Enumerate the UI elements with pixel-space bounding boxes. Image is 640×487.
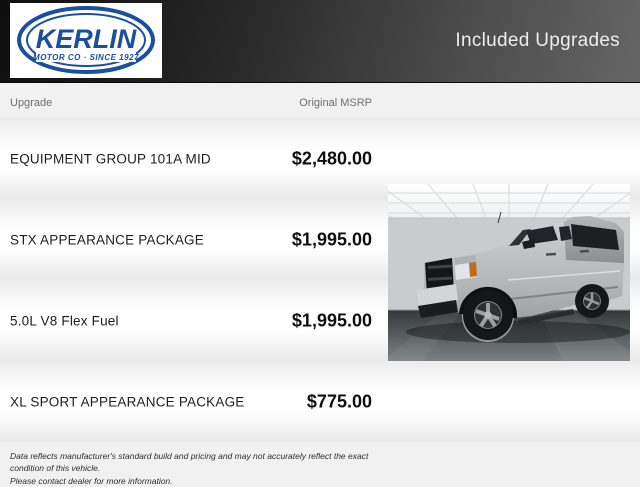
truck-illustration (388, 184, 630, 361)
upgrade-price: $775.00 (306, 391, 372, 411)
dealer-logo-graphic: KERLIN MOTOR CO · SINCE 1927 (17, 6, 155, 74)
truck-shadow (406, 321, 630, 343)
dealer-logo: KERLIN MOTOR CO · SINCE 1927 (10, 3, 162, 78)
upgrade-price: $1,995.00 (291, 310, 372, 330)
page-header: KERLIN MOTOR CO · SINCE 1927 Included Up… (0, 0, 640, 83)
upgrade-name: STX APPEARANCE PACKAGE (10, 232, 204, 247)
upgrade-name: XL SPORT APPEARANCE PACKAGE (10, 394, 245, 409)
disclaimer-line1: Data reflects manufacturer's standard bu… (10, 451, 369, 474)
dealer-logo-name: KERLIN (36, 24, 137, 54)
table-row: XL SPORT APPEARANCE PACKAGE $775.00 (0, 361, 640, 442)
front-wheel (463, 290, 513, 340)
table-row: EQUIPMENT GROUP 101A MID $2,480.00 (0, 118, 640, 199)
page-title: Included Upgrades (455, 30, 620, 51)
table-header: Upgrade Original MSRP (0, 83, 640, 118)
upgrade-name: EQUIPMENT GROUP 101A MID (10, 151, 211, 166)
rear-wheel (575, 284, 609, 318)
column-header-upgrade: Upgrade (10, 97, 53, 109)
upgrade-name: 5.0L V8 Flex Fuel (10, 313, 119, 328)
column-header-msrp: Original MSRP (299, 97, 372, 109)
vehicle-photo (388, 184, 630, 361)
dealer-logo-tagline: MOTOR CO · SINCE 1927 (33, 53, 139, 62)
disclaimer: Data reflects manufacturer's standard bu… (10, 450, 395, 487)
disclaimer-line2: Please contact dealer for more informati… (10, 475, 173, 486)
truck (416, 211, 624, 343)
upgrade-price: $1,995.00 (291, 229, 372, 249)
upgrade-price: $2,480.00 (291, 148, 372, 168)
